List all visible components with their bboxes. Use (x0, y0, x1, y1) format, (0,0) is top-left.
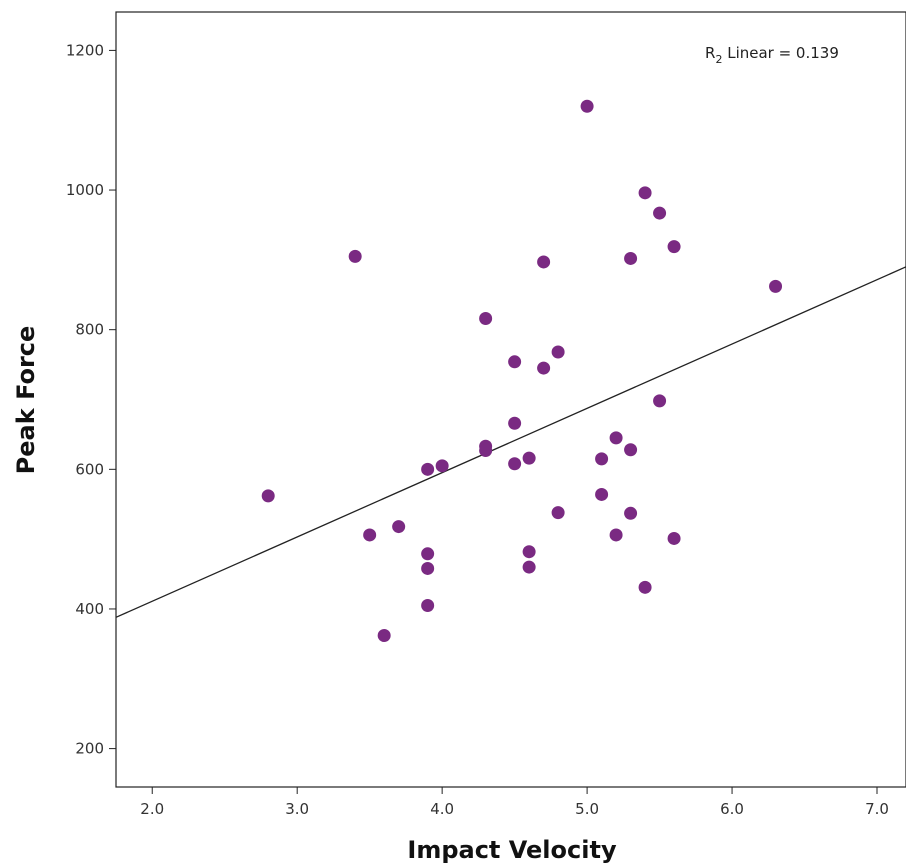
data-point (508, 355, 522, 369)
data-point (522, 545, 536, 559)
data-point (551, 506, 565, 520)
x-tick-label: 4.0 (430, 800, 454, 818)
data-point (595, 452, 609, 466)
y-tick-label: 200 (75, 740, 104, 758)
fit-line-layer (115, 266, 906, 618)
y-tick-label: 600 (75, 460, 104, 478)
r-squared-annotation: R2 Linear = 0.139 (705, 44, 839, 66)
data-point (479, 312, 493, 326)
data-point (479, 443, 493, 457)
data-point (421, 561, 435, 575)
data-point (377, 628, 391, 642)
data-point (421, 598, 435, 612)
plot-frame (115, 11, 906, 788)
data-point (348, 249, 362, 263)
data-point (638, 186, 652, 200)
y-tick-label: 1000 (66, 181, 104, 199)
data-point (522, 560, 536, 574)
y-axis-title: Peak Force (12, 326, 40, 475)
data-point (624, 506, 638, 520)
data-point (435, 459, 449, 473)
data-point (667, 531, 681, 545)
x-tick-label: 2.0 (140, 800, 164, 818)
x-tick-label: 5.0 (575, 800, 599, 818)
r-squared-subscript: 2 (715, 53, 722, 66)
x-axis-ticks: 2.0 3.0 4.0 5.0 6.0 7.0 (140, 787, 889, 818)
data-point (261, 489, 275, 503)
data-point (363, 528, 377, 542)
plot-border (115, 11, 906, 788)
r-squared-suffix: Linear = 0.139 (722, 44, 838, 62)
data-point (653, 206, 667, 220)
x-tick-label: 7.0 (865, 800, 889, 818)
data-point (609, 528, 623, 542)
data-point (667, 240, 681, 254)
y-axis-ticks: 200 400 600 800 1000 1200 (66, 41, 116, 758)
data-point (522, 451, 536, 465)
x-axis-title: Impact Velocity (407, 836, 617, 864)
data-point (421, 547, 435, 561)
data-point (392, 520, 406, 534)
data-point (551, 345, 565, 359)
x-tick-label: 3.0 (285, 800, 309, 818)
data-point (595, 487, 609, 501)
r-squared-prefix: R (705, 44, 715, 62)
y-tick-label: 1200 (66, 41, 104, 59)
data-point (769, 279, 783, 293)
points-layer (261, 99, 783, 642)
y-tick-label: 800 (75, 321, 104, 339)
x-tick-label: 6.0 (720, 800, 744, 818)
data-point (580, 99, 594, 113)
data-point (508, 416, 522, 430)
data-point (624, 251, 638, 265)
data-point (653, 394, 667, 408)
data-point (609, 431, 623, 445)
data-point (638, 580, 652, 594)
data-point (421, 462, 435, 476)
data-point (508, 457, 522, 471)
y-tick-label: 400 (75, 600, 104, 618)
data-point (537, 361, 551, 375)
data-point (537, 255, 551, 269)
data-point (624, 443, 638, 457)
linear-fit-line (115, 266, 906, 618)
